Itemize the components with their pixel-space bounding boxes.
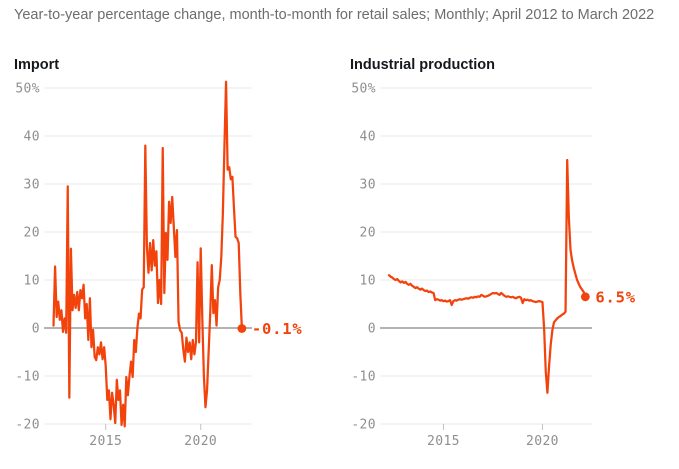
- y-tick-label: -10: [351, 370, 376, 385]
- y-tick-label: 10: [360, 274, 376, 289]
- y-tick-label: -20: [15, 418, 40, 433]
- end-point-dot: [580, 292, 590, 302]
- y-tick-label: 20: [360, 226, 376, 241]
- x-tick-label: 2015: [89, 434, 122, 449]
- end-point-dot: [237, 324, 247, 333]
- series-line: [52, 80, 244, 428]
- y-tick-label: 40: [360, 130, 376, 145]
- end-value-label: -0.1%: [252, 320, 303, 338]
- chart-panel-1: 50% 40 30 20 10 0 -10 -20 2015 2020 6.5%: [351, 82, 636, 450]
- y-tick-label: 30: [360, 178, 376, 193]
- y-tick-label: 20: [24, 226, 40, 241]
- x-tick-label: 2020: [526, 434, 559, 449]
- y-tick-label: 30: [24, 178, 40, 193]
- panel-title-industrial-production: Industrial production: [350, 57, 495, 73]
- chart-panel-0: 50% 40 30 20 10 0 -10 -20 2015 2020 -0.1%: [15, 80, 303, 449]
- y-tick-label: -10: [15, 370, 40, 385]
- y-tick-label: -20: [351, 418, 376, 433]
- series-line: [387, 158, 587, 394]
- y-tick-label: 50%: [351, 82, 376, 97]
- x-tick-label: 2020: [184, 434, 217, 449]
- panel-title-import: Import: [14, 57, 60, 73]
- y-tick-label: 0: [32, 322, 40, 337]
- figure-title: Year-to-year percentage change, month-to…: [14, 7, 655, 23]
- y-tick-label: 0: [368, 322, 376, 337]
- y-tick-label: 10: [24, 274, 40, 289]
- x-tick-label: 2015: [427, 434, 460, 449]
- end-value-label: 6.5%: [595, 288, 636, 306]
- y-tick-label: 40: [24, 130, 40, 145]
- y-tick-label: 50%: [15, 82, 40, 97]
